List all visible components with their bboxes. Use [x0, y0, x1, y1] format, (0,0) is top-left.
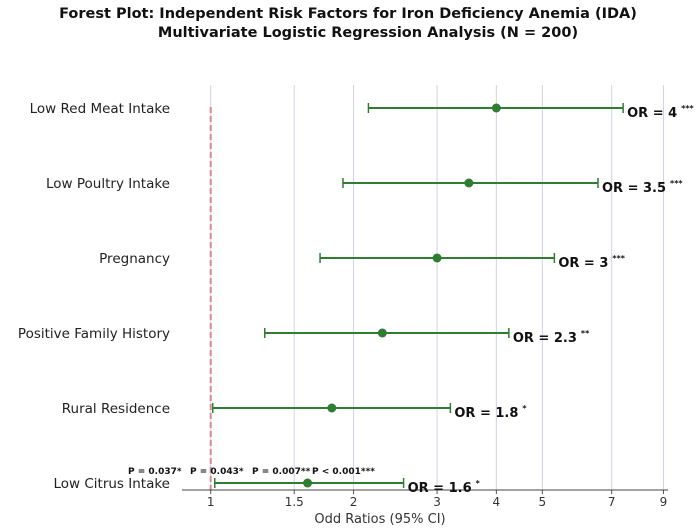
row-label: Pregnancy: [99, 251, 170, 267]
or-label: OR = 3.5: [602, 181, 666, 196]
x-axis: 1 1.5 2 3 4 5 7 9: [182, 489, 668, 509]
significance-stars: *: [476, 479, 481, 488]
forest-row: Positive Family History OR = 2.3 **: [18, 326, 590, 346]
x-tick-label: 2: [350, 495, 358, 509]
or-point: [432, 253, 442, 263]
or-point: [327, 403, 337, 413]
or-label: OR = 1.8: [454, 406, 518, 421]
row-label: Rural Residence: [62, 401, 170, 417]
or-label: OR = 4: [627, 106, 677, 121]
chart-subtitle: Multivariate Logistic Regression Analysi…: [158, 25, 578, 41]
x-axis-label: Odd Ratios (95% CI): [314, 512, 445, 527]
x-tick-label: 1: [207, 495, 215, 509]
grid-lines: [210, 85, 664, 490]
forest-row: Rural Residence OR = 1.8 *: [62, 401, 528, 421]
forest-row: Low Poultry Intake OR = 3.5 ***: [46, 176, 683, 196]
chart-title: Forest Plot: Independent Risk Factors fo…: [59, 6, 637, 22]
row-label: Low Poultry Intake: [46, 176, 170, 192]
or-label: OR = 1.6: [408, 481, 472, 496]
p-value-note: P = 0.043*: [190, 467, 244, 477]
p-value-note: P = 0.037*: [128, 467, 182, 477]
x-tick-label: 5: [539, 495, 547, 509]
significance-stars: **: [581, 329, 590, 338]
significance-stars: *: [522, 404, 527, 413]
forest-rows: Low Red Meat Intake OR = 4 ***Low Poultry …: [18, 101, 695, 496]
p-value-notes: P = 0.037* P = 0.043* P = 0.007** P < 0.001…: [128, 467, 375, 477]
forest-row: Low Red Meat Intake OR = 4 ***: [30, 101, 695, 121]
row-label: Positive Family History: [18, 326, 170, 342]
row-label: Low Red Meat Intake: [30, 101, 170, 117]
x-tick-label: 3: [433, 495, 441, 509]
forest-row: Pregnancy OR = 3 ***: [99, 251, 626, 271]
or-label: OR = 2.3: [513, 331, 577, 346]
x-tick-label: 7: [608, 495, 616, 509]
or-point: [491, 103, 501, 113]
significance-stars: ***: [670, 179, 683, 188]
x-tick-label: 9: [660, 495, 668, 509]
or-label: OR = 3: [558, 256, 608, 271]
or-point: [464, 178, 474, 188]
significance-stars: ***: [612, 254, 625, 263]
or-point: [377, 328, 387, 338]
or-point: [303, 478, 313, 488]
x-tick-label: 4: [493, 495, 501, 509]
significance-stars: ***: [681, 104, 694, 113]
x-tick-label: 1.5: [285, 495, 304, 509]
forest-row: Low Citrus Intake OR = 1.6 *: [53, 476, 480, 496]
p-value-note: P = 0.007**: [252, 467, 311, 477]
p-value-note: P < 0.001***: [312, 467, 375, 477]
row-label: Low Citrus Intake: [53, 476, 170, 492]
